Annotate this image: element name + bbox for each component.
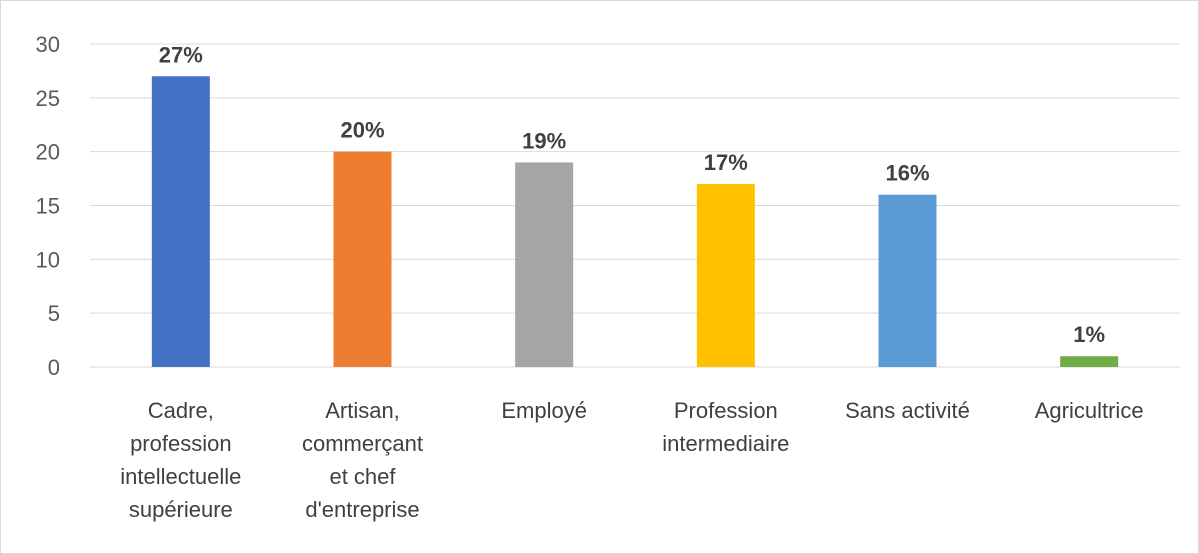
category-label: Profession intermediaire xyxy=(662,398,789,456)
data-label: 19% xyxy=(522,128,566,153)
bar xyxy=(515,162,574,367)
bar xyxy=(1060,356,1119,367)
category-label-line: supérieure xyxy=(129,497,233,522)
category-label: Cadre, profession intellectuelle supérieure xyxy=(120,398,241,522)
y-tick-label: 5 xyxy=(48,301,60,326)
category-label-line: d'entreprise xyxy=(305,497,419,522)
bar xyxy=(878,194,937,367)
data-label: 20% xyxy=(340,118,384,143)
bar xyxy=(696,183,755,367)
category-label: Agricultrice xyxy=(1035,398,1144,423)
y-tick-label: 20 xyxy=(36,140,60,165)
data-label: 17% xyxy=(704,150,748,175)
bar xyxy=(151,76,210,368)
y-tick-label: 10 xyxy=(36,247,60,272)
category-label-line: profession xyxy=(130,431,232,456)
bar xyxy=(333,151,392,367)
y-tick-label: 15 xyxy=(36,194,60,219)
category-label-line: et chef xyxy=(329,464,396,489)
category-label: Artisan, commerçant et chef d'entreprise xyxy=(302,398,423,522)
y-tick-label: 25 xyxy=(36,86,60,111)
data-label: 16% xyxy=(885,161,929,186)
category-label: Sans activité xyxy=(845,398,970,423)
data-label: 1% xyxy=(1073,322,1105,347)
category-label-line: Agricultrice xyxy=(1035,398,1144,423)
y-tick-label: 0 xyxy=(48,355,60,380)
category-label-line: Profession xyxy=(674,398,778,423)
data-label: 27% xyxy=(159,42,203,67)
category-label-line: commerçant xyxy=(302,431,423,456)
category-label-line: intellectuelle xyxy=(120,464,241,489)
category-label-line: intermediaire xyxy=(662,431,789,456)
y-tick-label: 30 xyxy=(36,32,60,57)
category-label: Employé xyxy=(501,398,587,423)
category-label-line: Artisan, xyxy=(325,398,400,423)
category-label-line: Cadre, xyxy=(148,398,214,423)
category-label-line: Sans activité xyxy=(845,398,970,423)
category-label-line: Employé xyxy=(501,398,587,423)
